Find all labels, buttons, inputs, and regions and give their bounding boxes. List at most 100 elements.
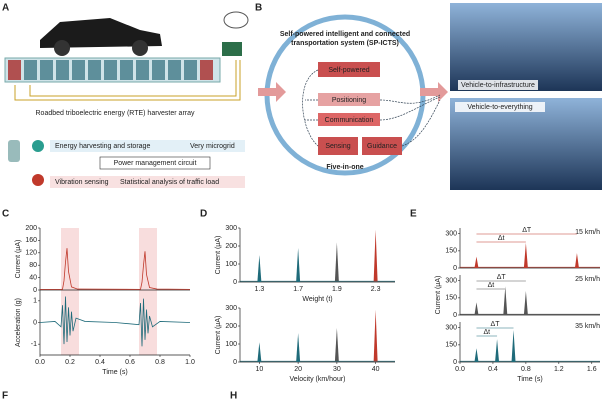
connectors <box>302 69 441 147</box>
y-tick-label: 100 <box>225 341 237 348</box>
y-axis-label: Acceleration (g) <box>15 298 22 347</box>
spike <box>474 302 479 315</box>
y-tick-label: 300 <box>445 231 457 238</box>
panel-letter: D <box>200 209 207 220</box>
annotation: ΔT <box>522 227 532 234</box>
y-tick-label: 0 <box>233 359 237 366</box>
spike <box>474 348 479 362</box>
x-axis-label: Weight (t) <box>302 296 332 303</box>
spike <box>511 330 516 362</box>
y-tick-label: 40 <box>29 274 37 281</box>
panel-letter: F <box>2 391 8 402</box>
flow-box <box>99 156 211 170</box>
speed-label: 15 km/h <box>575 229 600 236</box>
spike <box>257 255 262 282</box>
function-box <box>318 62 380 77</box>
y-tick-label: 80 <box>29 262 37 269</box>
function-label: Guidance <box>367 143 397 150</box>
chip <box>222 42 242 56</box>
y-tick-label: 0 <box>453 265 457 272</box>
node <box>32 140 44 152</box>
spike <box>296 247 301 282</box>
x-tick-label: 0.0 <box>455 366 465 373</box>
spike <box>373 309 378 362</box>
x-tick-label: 1.0 <box>185 359 195 366</box>
axis <box>239 308 395 363</box>
y-tick-label: 300 <box>225 305 237 312</box>
y-tick-label: 0 <box>33 319 37 326</box>
flow-text: Energy harvesting and storage <box>55 143 150 150</box>
y-tick-label: 100 <box>225 261 237 268</box>
five-in-one: Five-in-one <box>326 164 363 171</box>
panel-letter: E <box>410 209 417 220</box>
y-tick-label: 1 <box>33 298 37 305</box>
x-tick-label: 40 <box>372 366 380 373</box>
photo-caption-bg <box>458 80 538 90</box>
y-axis-label: Current (µA) <box>215 316 222 355</box>
spike <box>296 333 301 362</box>
y-tick-label: 120 <box>25 250 37 257</box>
y-tick-label: 200 <box>225 243 237 250</box>
wheel <box>54 40 70 56</box>
annotation: Δt <box>483 329 490 336</box>
x-tick-label: 20 <box>294 366 302 373</box>
spike <box>334 242 339 282</box>
x-tick-label: 0.0 <box>35 359 45 366</box>
spike <box>474 256 479 268</box>
flow-box <box>50 140 245 152</box>
panel-letter: H <box>230 391 237 402</box>
x-tick-label: 0.4 <box>488 366 498 373</box>
function-box <box>362 137 402 155</box>
function-box <box>318 137 358 155</box>
array-label: Roadbed triboelectric energy (RTE) harve… <box>36 110 195 117</box>
node <box>32 174 44 186</box>
spike <box>503 286 508 315</box>
panel-b-art <box>258 3 602 190</box>
function-label: Communication <box>325 117 374 124</box>
trace <box>39 296 191 347</box>
spike <box>373 229 378 282</box>
function-label: Sensing <box>325 143 350 150</box>
flow-box <box>50 176 245 188</box>
x-tick-label: 2.3 <box>371 286 381 293</box>
x-tick-label: 0.8 <box>521 366 531 373</box>
highlight <box>139 228 157 355</box>
annotation: ΔT <box>491 321 501 328</box>
y-tick-label: 0 <box>453 312 457 319</box>
annotation: Δt <box>488 282 495 289</box>
function-label: Self-powered <box>328 67 369 74</box>
x-tick-label: 1.2 <box>554 366 564 373</box>
photo-caption: Vehicle-to-everything <box>467 104 532 111</box>
panel-letter: B <box>255 3 262 14</box>
axis <box>239 228 395 283</box>
x-axis-label: Velocity (km/hour) <box>289 376 345 383</box>
y-tick-label: 300 <box>225 225 237 232</box>
y-tick-label: 200 <box>25 225 37 232</box>
wires <box>14 60 241 101</box>
x-axis-label: Time (s) <box>517 376 542 383</box>
photo-caption-bg <box>455 102 545 112</box>
wheel <box>132 40 148 56</box>
x-tick-label: 0.2 <box>65 359 75 366</box>
spike <box>495 339 500 362</box>
spike <box>523 291 528 315</box>
x-axis-label: Time (s) <box>102 369 127 376</box>
flow-text: Statistical analysis of traffic load <box>120 179 219 186</box>
x-tick-label: 1.6 <box>587 366 597 373</box>
x-tick-label: 30 <box>333 366 341 373</box>
y-axis-label: Current (µA) <box>15 240 22 279</box>
flow-text: Very microgrid <box>190 143 235 150</box>
y-tick-label: 300 <box>445 278 457 285</box>
y-tick-label: 0 <box>33 287 37 294</box>
x-tick-label: 0.4 <box>95 359 105 366</box>
cylinders <box>8 60 213 80</box>
panel-a-art <box>4 11 249 188</box>
x-tick-label: 1.7 <box>293 286 303 293</box>
system-title: Self-powered intelligent and connected <box>280 31 410 38</box>
spike <box>334 327 339 362</box>
speed-label: 25 km/h <box>575 276 600 283</box>
annotation: ΔT <box>497 274 507 281</box>
trace <box>40 248 191 290</box>
panel-letter: A <box>2 3 9 14</box>
